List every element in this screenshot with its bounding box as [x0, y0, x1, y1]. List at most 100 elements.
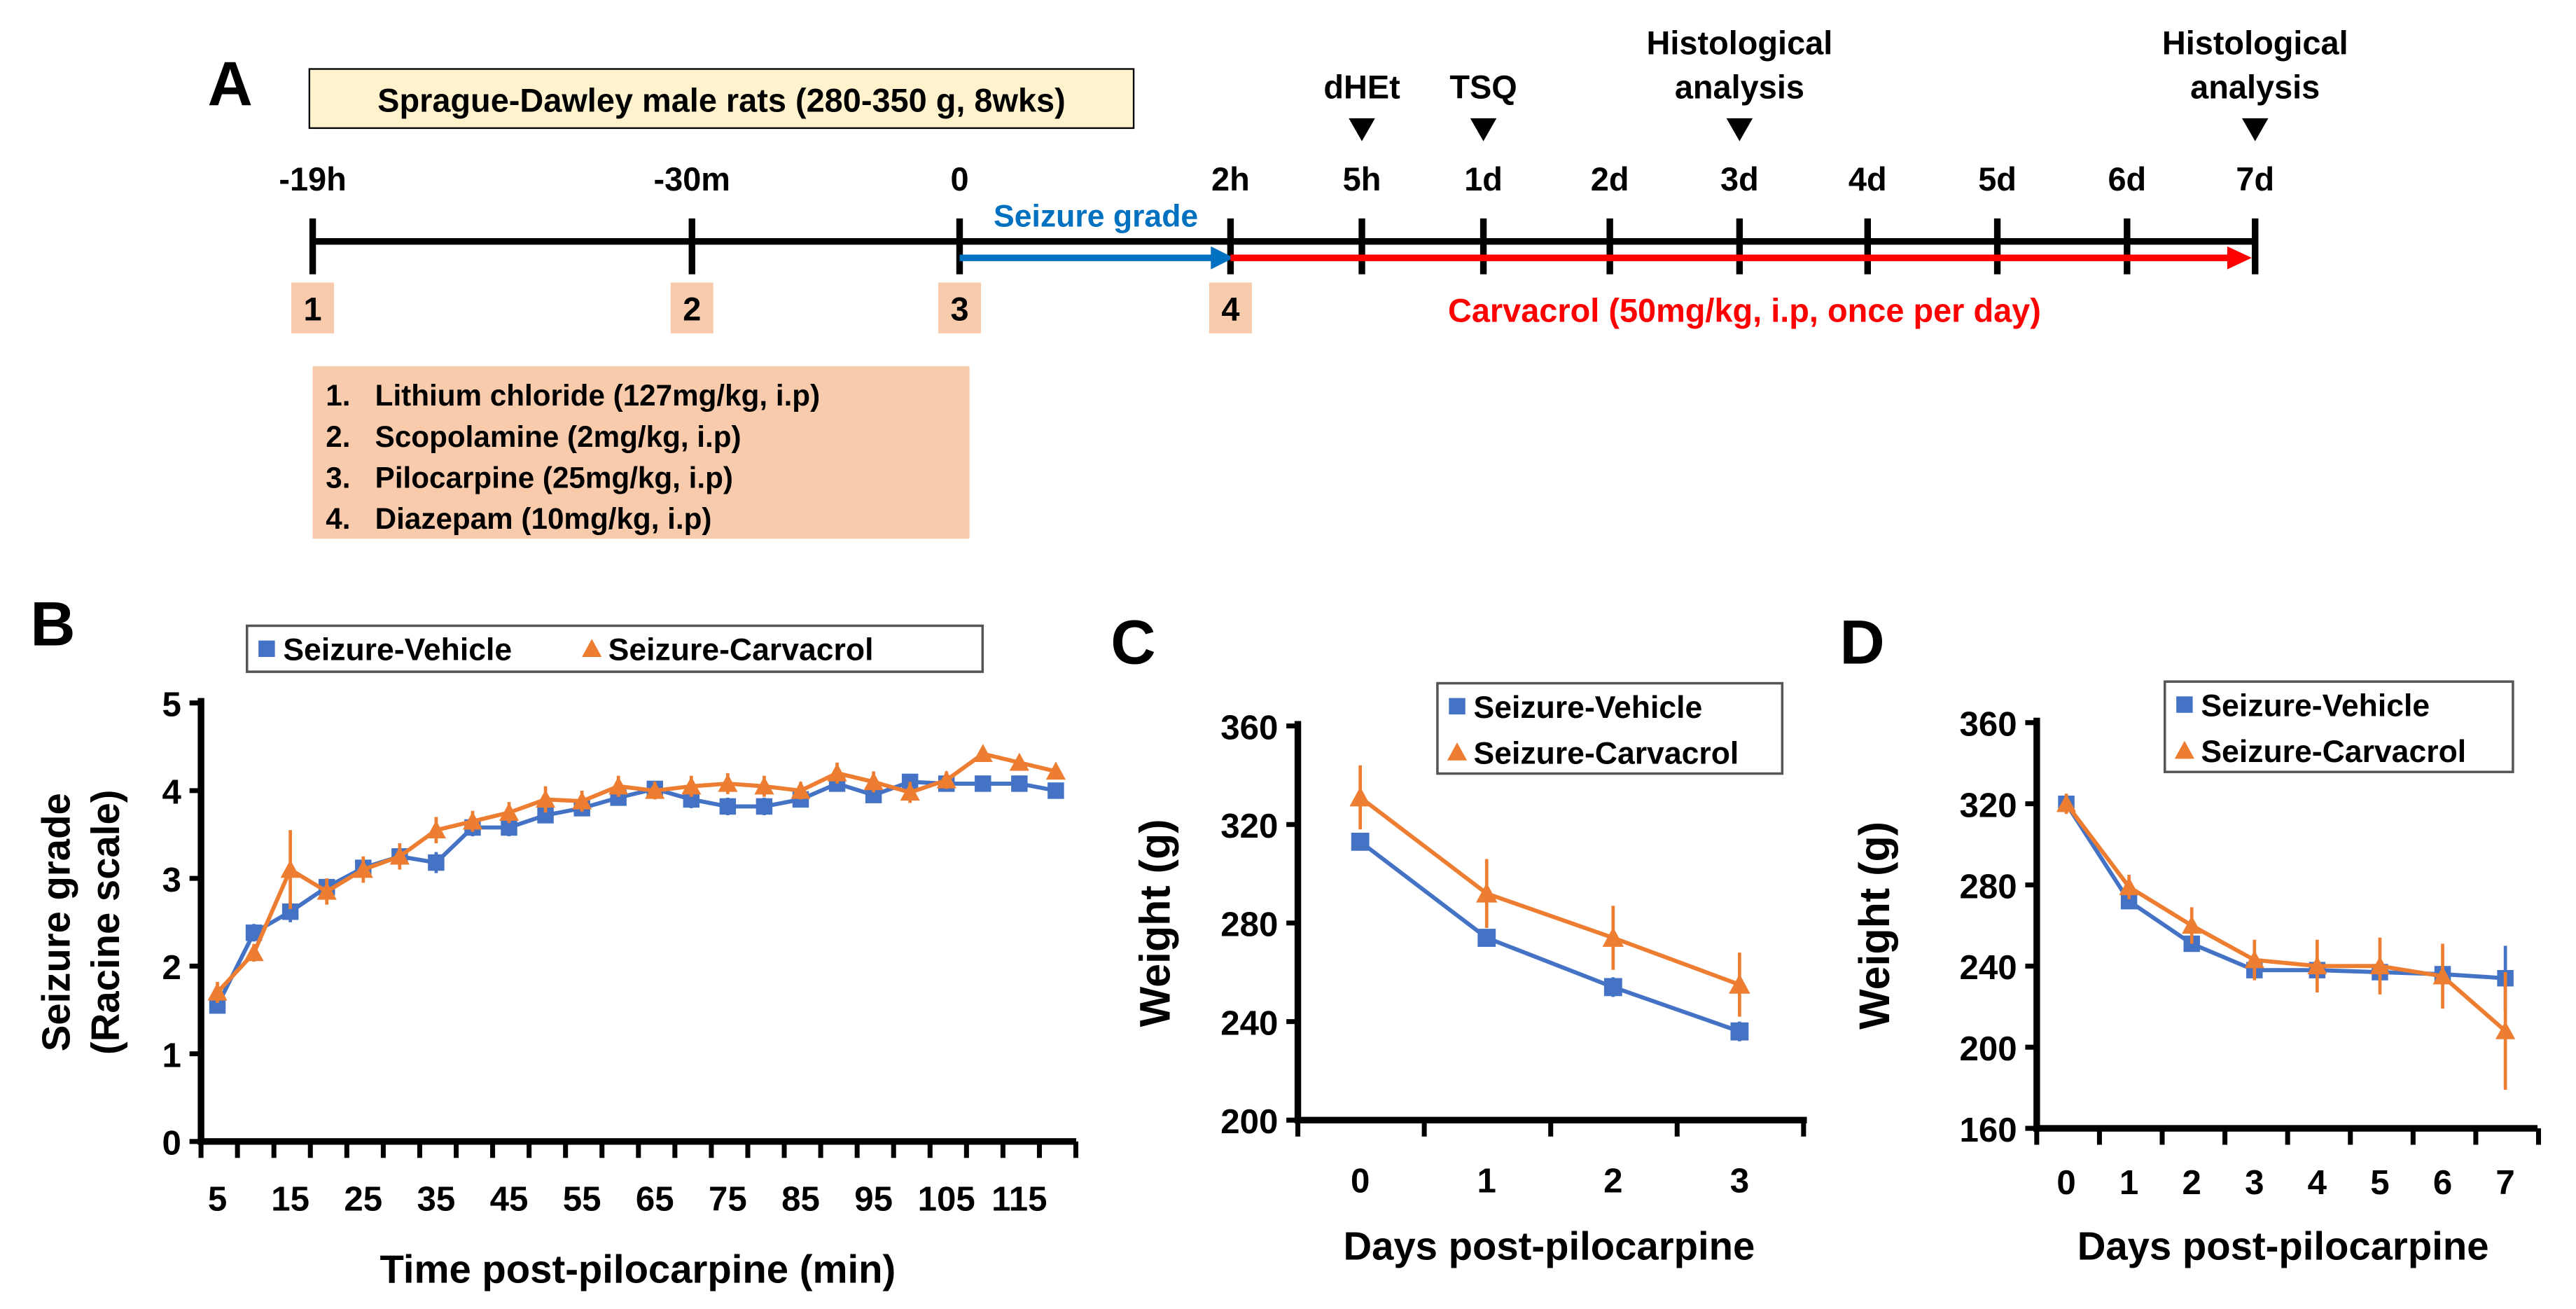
- carvacrol-marker: [2244, 950, 2264, 969]
- y-tick-label: 240: [1960, 948, 2017, 987]
- chart-weight-3days: 200 240 280 320 360 0 1 2 3 Days post-pilocarpine…: [1132, 681, 1807, 1268]
- step-box: [291, 282, 335, 334]
- series-line-carvacrol: [1358, 796, 1741, 987]
- carvacrol-marker: [2307, 956, 2327, 975]
- carvacrol-marker: [389, 846, 410, 865]
- carvacrol-marker: [207, 982, 228, 1001]
- carvacrol-marker: [536, 789, 556, 808]
- panel-label-a: A: [207, 48, 252, 118]
- carvacrol-marker: [316, 881, 337, 900]
- timeline-tick-label: 4d: [1849, 161, 1887, 198]
- vehicle-marker: [756, 798, 773, 815]
- carvacrol-marker: [499, 803, 520, 821]
- x-tick-label: 0: [2056, 1163, 2075, 1202]
- protocol-box: [312, 366, 970, 539]
- timeline-tick-label: 6d: [2108, 161, 2146, 198]
- timeline-tick-label: 5h: [1343, 161, 1381, 198]
- carvacrol-label: Carvacrol (50mg/kg, i.p, once per day): [1448, 293, 2041, 329]
- vehicle-marker: [1603, 978, 1622, 997]
- y-tick-label: 360: [1960, 705, 2017, 744]
- vehicle-marker: [258, 640, 275, 658]
- carvacrol-marker: [1729, 974, 1750, 994]
- carvacrol-marker: [1009, 752, 1029, 771]
- y-tick-label: 3: [162, 861, 181, 899]
- carvacrol-marker: [1349, 787, 1371, 807]
- carvacrol-marker: [645, 780, 665, 799]
- legend-label: Seizure-Vehicle: [1473, 691, 1702, 725]
- carvacrol-marker: [791, 780, 811, 799]
- step-box: [938, 282, 981, 334]
- x-tick-label: 55: [563, 1179, 601, 1218]
- x-tick-label: 35: [417, 1179, 456, 1218]
- carvacrol-marker: [244, 943, 264, 962]
- carvacrol-marker: [582, 639, 602, 658]
- vehicle-marker: [1477, 929, 1496, 947]
- event-arrow-icon: [1349, 118, 1375, 141]
- event-label: dHEt: [1323, 69, 1400, 106]
- y-axis-label: Seizure grade: [34, 793, 78, 1051]
- x-tick-label: 65: [636, 1179, 674, 1218]
- event-label: TSQ: [1449, 69, 1517, 106]
- x-tick-label: 105: [918, 1179, 975, 1218]
- x-tick-label: 1: [1477, 1162, 1496, 1200]
- x-tick-label: 75: [709, 1179, 747, 1218]
- x-tick-label: 15: [271, 1179, 309, 1218]
- step-box-label: 1: [303, 291, 321, 327]
- timeline-title: Sprague-Dawley male rats (280-350 g, 8wk…: [377, 82, 1066, 118]
- x-tick-label: 2: [2182, 1163, 2201, 1202]
- legend-label: Seizure-Carvacrol: [2201, 735, 2466, 769]
- timeline-tick-label: 0: [950, 161, 968, 198]
- vehicle-marker: [428, 854, 445, 871]
- carvacrol-marker: [426, 820, 446, 838]
- y-tick-label: 5: [162, 685, 181, 723]
- legend-label: Seizure-Carvacrol: [608, 633, 874, 667]
- carvacrol-marker: [936, 770, 956, 789]
- timeline-tick-label: -19h: [279, 161, 346, 198]
- step-box: [1209, 282, 1252, 334]
- carvacrol-marker: [1602, 927, 1624, 947]
- carvacrol-marker: [2182, 915, 2202, 934]
- carvacrol-marker: [681, 776, 702, 795]
- carvacrol-marker: [608, 776, 629, 795]
- y-tick-label: 4: [162, 773, 182, 812]
- panel-label-b: B: [30, 589, 75, 659]
- x-axis-label: Days post-pilocarpine: [1343, 1224, 1755, 1268]
- y-tick-label: 200: [1960, 1030, 2017, 1068]
- protocol-item-3: 3. Pilocarpine (25mg/kg, i.p): [326, 461, 733, 494]
- legend: [2163, 680, 2514, 773]
- carvacrol-marker: [2119, 877, 2139, 896]
- protocol-item-4: 4. Diazepam (10mg/kg, i.p): [326, 502, 711, 535]
- carvacrol-arrowhead: [2227, 246, 2253, 270]
- x-tick-label: 3: [2245, 1163, 2264, 1202]
- vehicle-marker: [209, 997, 226, 1014]
- seizure-grade-arrowhead: [1211, 246, 1234, 270]
- vehicle-marker: [865, 787, 882, 803]
- series-line-carvacrol: [2064, 802, 2507, 1033]
- series-line-carvacrol: [216, 752, 1057, 994]
- timeline-tick-label: 2h: [1211, 161, 1250, 198]
- timeline-tick-label: 3d: [1720, 161, 1759, 198]
- step-box-label: 3: [950, 291, 968, 327]
- carvacrol-marker: [2174, 740, 2194, 759]
- y-axis-label: Weight (g): [1132, 819, 1179, 1027]
- panel-label-c: C: [1111, 607, 1155, 677]
- carvacrol-marker: [973, 744, 993, 763]
- y-axis-label: Weight (g): [1851, 822, 1898, 1030]
- carvacrol-marker: [2056, 794, 2077, 812]
- vehicle-marker: [1730, 1022, 1749, 1041]
- x-tick-label: 7: [2495, 1163, 2514, 1202]
- y-tick-label: 320: [1960, 786, 2017, 824]
- event-arrow-icon: [1726, 118, 1753, 141]
- y-tick-label: 0: [162, 1124, 181, 1163]
- vehicle-marker: [501, 819, 517, 836]
- x-tick-label: 4: [2308, 1163, 2327, 1202]
- timeline-tick-label: 5d: [1978, 161, 2017, 198]
- timeline-tick-label: 2d: [1591, 161, 1629, 198]
- vehicle-marker: [245, 924, 263, 941]
- carvacrol-marker: [462, 811, 483, 830]
- seizure-grade-label: Seizure grade: [994, 200, 1198, 234]
- y-axis-label: (Racine scale): [83, 790, 127, 1055]
- x-tick-label: 2: [1603, 1162, 1622, 1200]
